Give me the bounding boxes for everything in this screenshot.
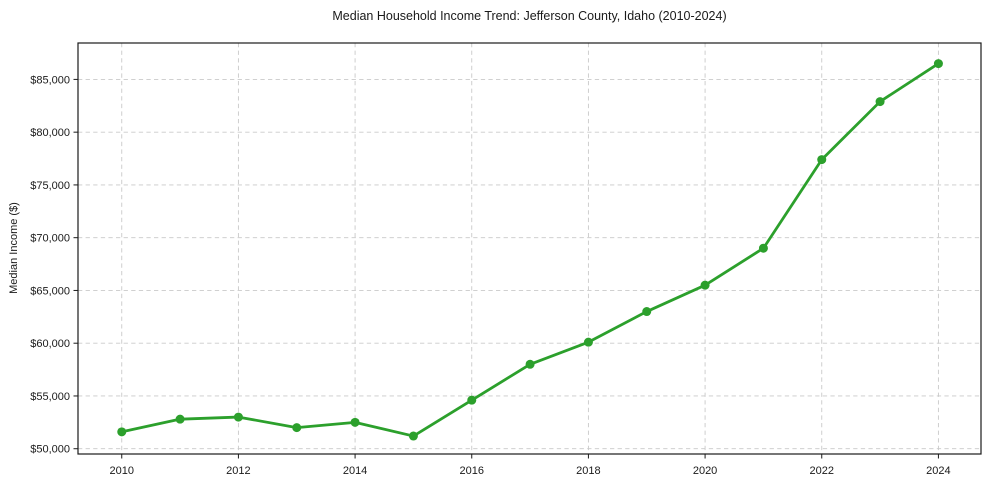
y-tick-label: $50,000	[30, 444, 70, 456]
x-tick-label: 2022	[810, 465, 834, 477]
data-point-marker	[583, 337, 593, 347]
trend-line	[120, 62, 940, 438]
data-point-marker	[350, 417, 360, 427]
y-axis-label: Median Income ($)	[8, 202, 20, 294]
y-tick-label: $70,000	[30, 233, 70, 245]
y-tick-label: $60,000	[30, 338, 70, 350]
x-tick-label: 2018	[576, 465, 600, 477]
y-tick-label: $65,000	[30, 285, 70, 297]
y-tick-label: $75,000	[30, 180, 70, 192]
data-point-marker	[642, 307, 652, 317]
x-tick-label: 2010	[110, 465, 134, 477]
x-tick-label: 2016	[460, 465, 484, 477]
plot-border	[77, 42, 982, 455]
y-tick-label: $85,000	[30, 74, 70, 86]
data-point-marker	[292, 423, 302, 433]
data-point-marker	[233, 412, 243, 422]
x-tick-label: 2012	[226, 465, 250, 477]
plot-area: $50,000 $55,000 $60,000 $65,000 $70,000 $75,0…	[30, 42, 982, 477]
x-tick-label: 2014	[343, 465, 367, 477]
x-tick-label: 2020	[693, 465, 717, 477]
y-tick-label: $55,000	[30, 391, 70, 403]
data-point-marker	[467, 395, 477, 405]
data-point-marker	[700, 280, 710, 290]
data-point-marker	[175, 414, 185, 424]
data-point-marker	[933, 59, 943, 69]
data-point-marker	[875, 97, 885, 107]
data-point-marker	[817, 155, 827, 165]
chart-title: Median Household Income Trend: Jefferson…	[332, 9, 727, 23]
data-point-marker	[525, 359, 535, 369]
y-tick-label: $80,000	[30, 127, 70, 139]
data-point-marker	[117, 427, 127, 437]
x-tick-label: 2024	[926, 465, 950, 477]
data-point-marker	[408, 431, 418, 441]
data-point-marker	[758, 243, 768, 253]
